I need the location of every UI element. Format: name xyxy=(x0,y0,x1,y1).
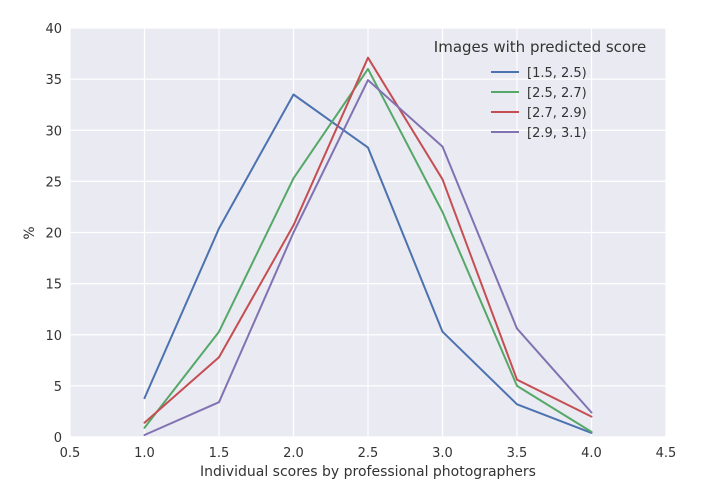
series-line-2 xyxy=(143,67,593,433)
x-tick-label: 3.5 xyxy=(507,446,528,461)
y-tick-label: 20 xyxy=(45,227,62,242)
y-tick-label: 25 xyxy=(45,175,62,190)
x-tick-label: 2.0 xyxy=(283,446,304,461)
series-line-1 xyxy=(143,93,593,434)
x-tick-label: 1.0 xyxy=(134,446,155,461)
y-tick-label: 30 xyxy=(45,124,62,139)
y-tick-label: 0 xyxy=(54,431,62,446)
legend-label: [2.7, 2.9) xyxy=(527,106,587,121)
legend-label: [1.5, 2.5) xyxy=(527,66,587,81)
x-axis-ticks: 0.5 1.0 1.5 2.0 2.5 3.0 3.5 4.0 4.5 xyxy=(60,446,677,461)
legend-label: [2.9, 3.1) xyxy=(527,126,587,141)
y-axis-ticks: 0 5 10 15 20 25 30 35 40 xyxy=(45,22,62,446)
x-tick-label: 1.5 xyxy=(209,446,230,461)
y-tick-label: 35 xyxy=(45,73,62,88)
legend-title: Images with predicted score xyxy=(434,38,646,56)
series-line-3 xyxy=(143,56,593,424)
x-tick-label: 0.5 xyxy=(60,446,81,461)
y-tick-label: 10 xyxy=(45,329,62,344)
x-tick-label: 4.5 xyxy=(656,446,677,461)
x-tick-label: 4.0 xyxy=(581,446,602,461)
x-axis-label: Individual scores by professional photog… xyxy=(200,464,536,480)
x-tick-label: 3.0 xyxy=(432,446,453,461)
y-tick-label: 5 xyxy=(54,380,62,395)
y-tick-label: 40 xyxy=(45,22,62,37)
y-tick-label: 15 xyxy=(45,278,62,293)
legend-label: [2.5, 2.7) xyxy=(527,86,587,101)
series-lines xyxy=(143,56,593,436)
y-axis-label: % xyxy=(22,226,38,239)
x-tick-label: 2.5 xyxy=(358,446,379,461)
series-line-4 xyxy=(143,79,593,436)
legend: Images with predicted score [1.5, 2.5) [2… xyxy=(434,38,646,141)
legend-items: [1.5, 2.5) [2.5, 2.7) [2.7, 2.9) [2.9, 3.1) xyxy=(491,66,587,141)
